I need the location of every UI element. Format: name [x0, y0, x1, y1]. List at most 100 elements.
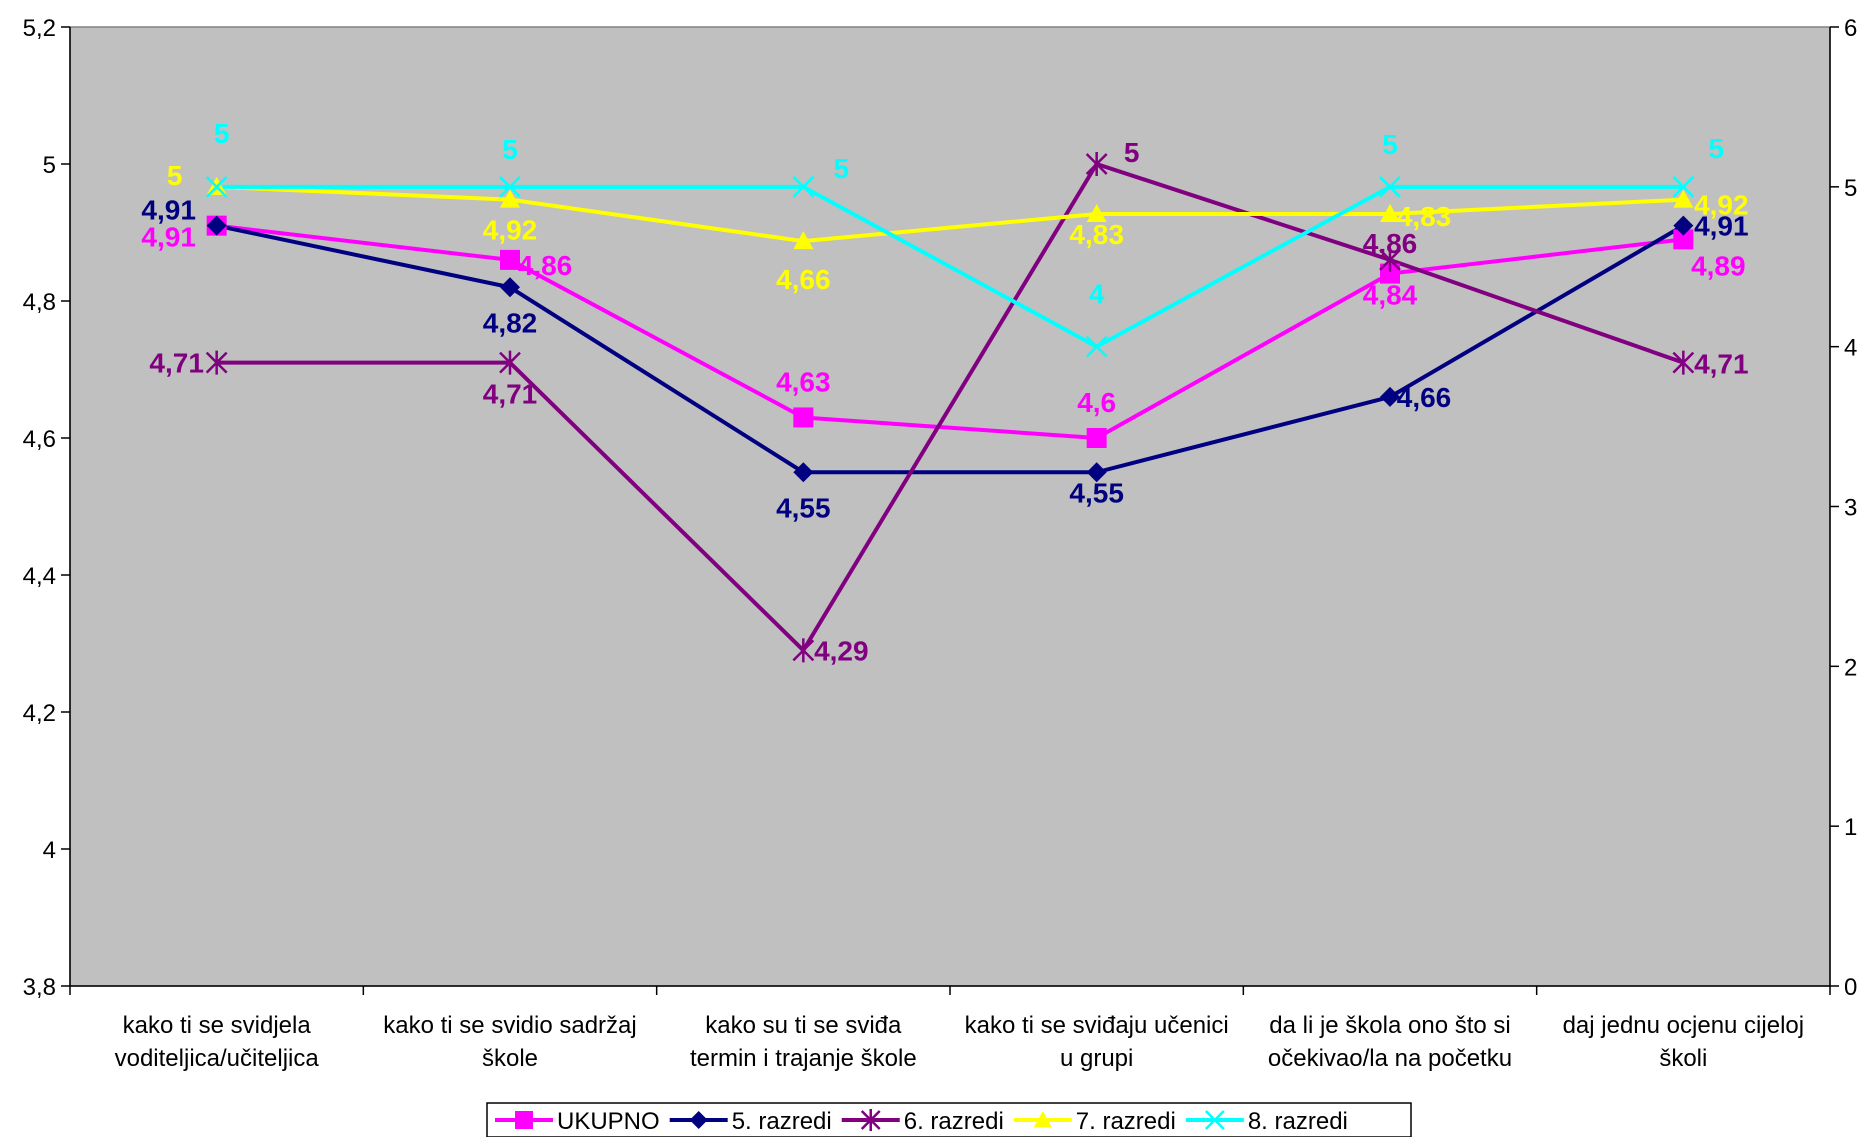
x-category-label-line: kako ti se svidio sadržaj — [383, 1012, 636, 1039]
data-label: 4,91 — [141, 222, 196, 253]
data-labels: 4,91 4,86 4,63 4,6 4,84 4,89 4,91 4,82 4,55 4,55 4… — [141, 118, 1748, 667]
y-left-tick-label: 4,8 — [23, 289, 56, 316]
y-right-tick-label: 4 — [1844, 335, 1857, 362]
marker-x — [1672, 175, 1695, 198]
data-label: 4,71 — [1694, 349, 1749, 380]
y-left-tick-label: 5 — [43, 152, 56, 179]
x-category-label-line: daj jednu ocjenu cijeloj — [1563, 1012, 1805, 1039]
y-left-tick-label: 3,8 — [23, 974, 56, 1001]
marker-diamond — [793, 462, 814, 483]
marker-star — [1379, 247, 1401, 272]
x-category-label: kako ti se svidjela voditeljica/učiteljic… — [115, 1012, 320, 1072]
marker-star — [860, 1109, 881, 1131]
x-category-label-line: da li je škola ono što si — [1269, 1012, 1510, 1039]
x-category-label: kako su ti se sviđa termin i trajanje ško… — [690, 1012, 917, 1072]
marker-triangle — [1086, 204, 1107, 223]
data-label: 4,84 — [1363, 280, 1418, 311]
x-category-label-line: očekivao/la na početku — [1268, 1045, 1512, 1072]
axes: 3,8 4 4,2 4,4 4,6 4,8 5 5,2 0 1 2 3 4 5 6 kako ti se sv… — [23, 15, 1858, 1072]
data-label: 5 — [834, 153, 850, 184]
data-label: 5 — [167, 160, 183, 191]
data-label: 4,29 — [814, 635, 869, 666]
data-label: 4,91 — [1694, 211, 1749, 242]
data-label: 4,55 — [1069, 477, 1124, 508]
series-line — [216, 223, 1685, 475]
marker-diamond — [689, 1111, 708, 1129]
x-category-label-line: škole — [482, 1045, 538, 1072]
data-label: 4,83 — [1397, 201, 1452, 232]
x-category-label-line: kako ti se svidjela — [123, 1012, 312, 1039]
marker-x — [1379, 175, 1401, 198]
data-label: 4,86 — [1363, 228, 1418, 259]
marker-star — [792, 638, 815, 663]
data-label: 4,82 — [483, 307, 538, 338]
marker-square — [1380, 263, 1400, 284]
marker-square — [515, 1111, 533, 1129]
marker-triangle — [793, 231, 814, 250]
data-label: 4,91 — [141, 195, 196, 226]
legend-entry-label: 7. razredi — [1076, 1108, 1176, 1135]
y-right-tick-label: 5 — [1844, 175, 1857, 202]
plot-area — [69, 26, 1831, 987]
data-label: 4,92 — [1694, 190, 1749, 221]
y-left-tick-label: 4,6 — [23, 426, 56, 453]
marker-x — [1085, 335, 1108, 358]
x-category-label: kako ti se svidio sadržaj škole — [383, 1012, 636, 1072]
data-label: 4,86 — [518, 250, 573, 281]
marker-square — [500, 249, 520, 270]
y-left-tick-label: 5,2 — [23, 15, 56, 42]
marker-x — [792, 175, 815, 198]
legend: UKUPNO 5. razredi 6. razredi 7. razredi 8. r… — [486, 1102, 1412, 1138]
y-left-tick-label: 4 — [43, 837, 56, 864]
legend-box — [486, 1102, 1412, 1138]
marker-square — [1086, 428, 1107, 448]
marker-x — [205, 175, 228, 198]
series-lines — [216, 162, 1685, 653]
marker-star — [499, 350, 521, 375]
data-label: 4,89 — [1691, 250, 1746, 281]
marker-triangle — [500, 189, 520, 208]
marker-triangle — [1380, 204, 1400, 223]
x-category-label-line: voditeljica/učiteljica — [115, 1045, 320, 1072]
marker-diamond — [1673, 215, 1694, 236]
y-right-tick-label: 3 — [1844, 495, 1857, 522]
series-line — [216, 162, 1684, 653]
marker-star — [1672, 350, 1695, 375]
y-right-tick-label: 6 — [1844, 15, 1857, 42]
x-category-label: daj jednu ocjenu cijeloj školi — [1563, 1012, 1805, 1072]
legend-entry-label: UKUPNO — [557, 1108, 660, 1135]
series-line — [216, 184, 1684, 349]
data-label: 5 — [1382, 129, 1398, 160]
y-right-tick-label: 0 — [1844, 974, 1857, 1001]
data-label: 4,92 — [483, 215, 538, 246]
legend-entry-label: 5. razredi — [732, 1108, 832, 1135]
marker-diamond — [500, 277, 520, 298]
x-category-label-line: kako su ti se sviđa — [705, 1012, 902, 1039]
data-label: 4,55 — [776, 492, 831, 523]
series-line — [216, 223, 1684, 440]
data-label: 5 — [214, 118, 230, 149]
x-category-label: da li je škola ono što si očekivao/la na … — [1268, 1012, 1512, 1072]
data-label: 4,63 — [776, 366, 831, 397]
marker-star — [205, 350, 228, 375]
data-label: 4,6 — [1077, 387, 1116, 418]
legend-entry-label: 8. razredi — [1248, 1108, 1348, 1135]
marker-square — [793, 407, 814, 428]
marker-star — [1085, 152, 1108, 176]
data-label: 5 — [1124, 137, 1140, 168]
x-category-label-line: kako ti se sviđaju učenici — [965, 1012, 1229, 1039]
data-label: 5 — [502, 134, 518, 165]
y-left-tick-label: 4,4 — [23, 563, 56, 590]
x-category-label: kako ti se sviđaju učenici u grupi — [965, 1012, 1229, 1072]
y-right-tick-label: 1 — [1844, 814, 1857, 841]
y-left-tick-label: 4,2 — [23, 700, 56, 727]
marker-diamond — [1380, 386, 1400, 407]
series-line — [216, 184, 1684, 244]
x-category-label-line: u grupi — [1060, 1045, 1133, 1072]
marker-square — [1673, 229, 1694, 250]
data-label: 4,83 — [1069, 219, 1124, 250]
data-label: 4,66 — [1397, 382, 1452, 413]
x-category-label-line: termin i trajanje škole — [690, 1045, 917, 1072]
